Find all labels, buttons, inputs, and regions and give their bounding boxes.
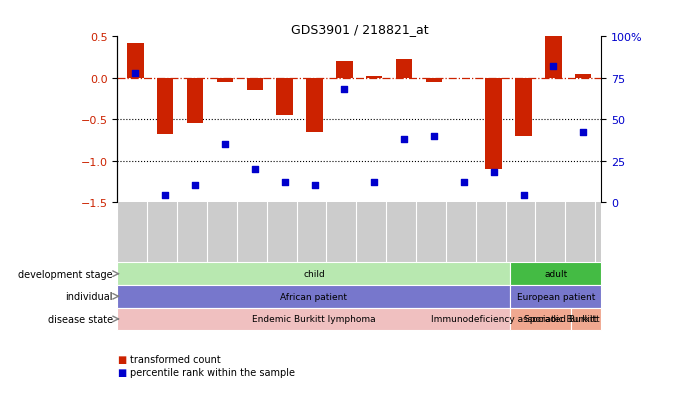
Bar <box>366 77 382 78</box>
Point <box>220 141 231 148</box>
Text: disease state: disease state <box>48 314 113 324</box>
Text: transformed count: transformed count <box>130 354 220 364</box>
Bar <box>306 78 323 132</box>
Bar <box>337 62 352 78</box>
Bar <box>486 78 502 169</box>
Point <box>369 179 380 186</box>
Bar <box>217 78 233 83</box>
Point <box>279 179 290 186</box>
Text: adult: adult <box>545 270 567 278</box>
Text: Immunodeficiency associated Burkitt lymphoma: Immunodeficiency associated Burkitt lymp… <box>431 315 650 324</box>
Point <box>339 87 350 93</box>
Bar <box>575 74 591 78</box>
Text: ■: ■ <box>117 367 126 377</box>
Bar <box>127 44 144 78</box>
Bar <box>515 78 532 136</box>
Bar <box>157 78 173 135</box>
Text: individual: individual <box>65 292 113 301</box>
Bar <box>396 60 413 78</box>
Text: African patient: African patient <box>281 292 348 301</box>
Bar <box>511 263 601 285</box>
Point <box>578 130 589 136</box>
Bar <box>545 37 562 78</box>
Point <box>458 179 469 186</box>
Text: Sporadic Burkitt lymphoma: Sporadic Burkitt lymphoma <box>524 315 648 324</box>
Text: percentile rank within the sample: percentile rank within the sample <box>130 367 295 377</box>
Bar <box>276 78 293 116</box>
Bar <box>426 78 442 83</box>
Text: European patient: European patient <box>517 292 595 301</box>
Bar <box>117 263 511 285</box>
Text: child: child <box>303 270 325 278</box>
Point <box>428 133 439 140</box>
Point <box>130 70 141 77</box>
Bar <box>117 285 511 308</box>
Point <box>249 166 261 173</box>
Point <box>309 183 320 189</box>
Point <box>518 192 529 199</box>
Bar <box>247 78 263 91</box>
Bar <box>511 285 601 308</box>
Bar <box>187 78 203 124</box>
Text: ■: ■ <box>117 354 126 364</box>
Point <box>189 183 200 189</box>
Bar <box>571 308 601 330</box>
Title: GDS3901 / 218821_at: GDS3901 / 218821_at <box>290 23 428 36</box>
Point <box>160 192 171 199</box>
Point <box>488 169 499 176</box>
Text: development stage: development stage <box>18 269 113 279</box>
Text: Endemic Burkitt lymphoma: Endemic Burkitt lymphoma <box>252 315 376 324</box>
Bar <box>511 308 571 330</box>
Point <box>548 64 559 70</box>
Bar <box>117 308 511 330</box>
Point <box>399 136 410 143</box>
